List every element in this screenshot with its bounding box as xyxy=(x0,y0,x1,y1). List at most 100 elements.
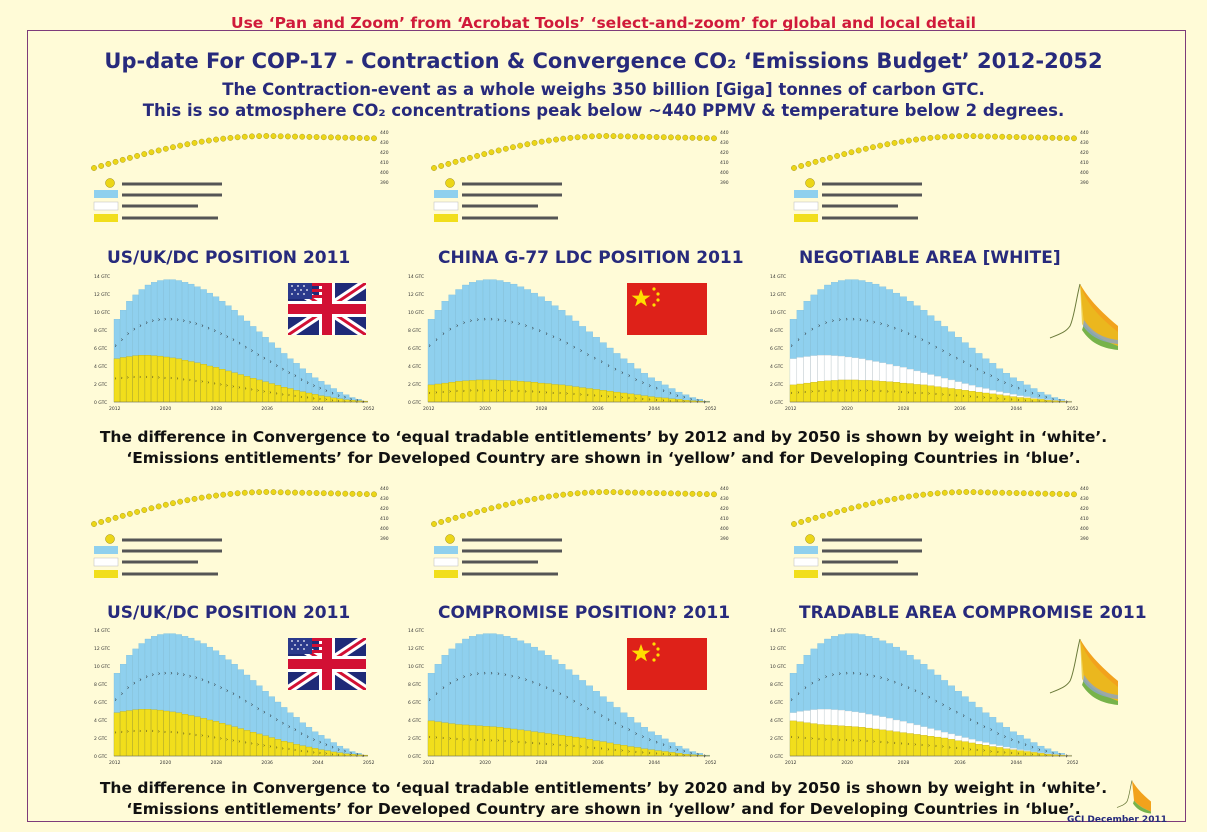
convergence-marker: › xyxy=(245,740,247,746)
convergence-marker: › xyxy=(319,397,321,403)
convergence-marker: › xyxy=(859,316,861,323)
convergence-marker: › xyxy=(313,750,315,756)
us-uk-flag-icon xyxy=(288,638,366,690)
convergence-marker: › xyxy=(121,691,123,698)
convergence-marker: › xyxy=(319,751,321,757)
concentration-dot xyxy=(263,133,270,139)
convergence-marker: › xyxy=(997,749,999,755)
contraction-convergence-graph-icon xyxy=(1049,283,1118,350)
convergence-marker: › xyxy=(811,680,813,687)
concentration-dot xyxy=(198,138,205,145)
convergence-marker: › xyxy=(669,390,671,397)
concentration-dot xyxy=(934,134,941,141)
convergence-marker: › xyxy=(214,735,216,741)
concentration-panel-1: 440 430 420 410 400 390 xyxy=(91,130,389,222)
concentration-dot xyxy=(646,133,653,140)
y-tick-label: 14 GTC xyxy=(94,628,110,634)
y-tick-label: 14 GTC xyxy=(408,274,424,280)
convergence-marker: › xyxy=(621,724,623,731)
convergence-marker: › xyxy=(201,379,203,385)
convergence-marker: › xyxy=(226,334,228,341)
concentration-dot xyxy=(639,133,646,140)
x-tick-label: 2036 xyxy=(261,760,273,766)
convergence-marker: › xyxy=(307,395,309,401)
convergence-marker: › xyxy=(942,702,944,709)
concentration-tick-label: 400 xyxy=(720,526,729,532)
convergence-marker: › xyxy=(456,677,458,684)
convergence-marker: › xyxy=(245,698,247,705)
convergence-marker: › xyxy=(504,739,506,745)
concentration-dot xyxy=(581,489,588,496)
concentration-dot xyxy=(141,507,148,513)
concentration-dot xyxy=(148,149,155,156)
concentration-dot xyxy=(999,489,1006,496)
legend-white-swatch xyxy=(93,201,119,211)
convergence-marker: › xyxy=(1038,746,1040,753)
concentration-dot xyxy=(855,503,862,510)
convergence-marker: › xyxy=(276,716,278,723)
convergence-marker: › xyxy=(435,390,437,396)
convergence-marker: › xyxy=(552,390,554,396)
convergence-marker: › xyxy=(852,670,854,677)
convergence-marker: › xyxy=(791,391,793,397)
concentration-dot xyxy=(791,521,797,527)
convergence-marker: › xyxy=(133,680,135,687)
convergence-marker: › xyxy=(331,752,333,758)
concentration-dot xyxy=(963,489,970,495)
convergence-marker: › xyxy=(152,375,154,381)
convergence-marker: › xyxy=(158,316,160,323)
convergence-marker: › xyxy=(976,395,978,401)
concentration-dot xyxy=(560,135,567,142)
convergence-marker: › xyxy=(115,730,117,736)
legend-white-swatch xyxy=(433,557,459,567)
convergence-marker: › xyxy=(552,688,554,695)
convergence-marker: › xyxy=(1052,750,1054,757)
concentration-dot xyxy=(1063,135,1070,142)
convergence-marker: › xyxy=(504,388,506,394)
convergence-marker: › xyxy=(566,694,568,701)
convergence-marker: › xyxy=(552,334,554,341)
convergence-marker: › xyxy=(325,387,327,394)
legend-label-bar xyxy=(122,560,198,564)
convergence-marker: › xyxy=(442,330,444,337)
legend-label-bar xyxy=(462,216,558,220)
convergence-marker: › xyxy=(152,318,154,325)
concentration-tick-label: 420 xyxy=(720,150,729,156)
y-tick-label: 2 GTC xyxy=(770,736,783,742)
convergence-marker: › xyxy=(907,684,909,691)
convergence-marker: › xyxy=(139,677,141,684)
concentration-dot xyxy=(949,133,955,140)
convergence-marker: › xyxy=(804,390,806,396)
convergence-marker: › xyxy=(655,751,657,757)
convergence-marker: › xyxy=(189,673,191,680)
concentration-dot xyxy=(524,497,531,504)
convergence-marker: › xyxy=(545,330,547,337)
concentration-dot xyxy=(510,144,516,151)
concentration-panel-4: 440 430 420 410 400 390 xyxy=(91,486,389,578)
concentration-dot xyxy=(105,160,112,167)
convergence-marker: › xyxy=(614,395,616,401)
concentration-dot xyxy=(668,134,674,141)
convergence-marker: › xyxy=(226,383,228,389)
convergence-marker: › xyxy=(294,394,296,400)
convergence-marker: › xyxy=(690,396,692,403)
convergence-marker: › xyxy=(969,747,971,753)
concentration-dot xyxy=(941,133,948,140)
convergence-marker: › xyxy=(880,675,882,682)
convergence-marker: › xyxy=(983,748,985,754)
convergence-marker: › xyxy=(676,392,678,399)
convergence-marker: › xyxy=(928,694,930,701)
convergence-marker: › xyxy=(307,733,309,740)
convergence-marker: › xyxy=(201,677,203,684)
y-tick-label: 6 GTC xyxy=(408,700,421,706)
concentration-dot xyxy=(342,134,349,141)
concentration-dot xyxy=(884,141,891,148)
concentration-dot xyxy=(191,495,198,502)
concentration-dot xyxy=(689,134,696,141)
concentration-tick-label: 390 xyxy=(1080,536,1089,542)
concentration-tick-label: 430 xyxy=(380,140,389,146)
convergence-marker: › xyxy=(846,670,848,677)
concentration-tick-label: 420 xyxy=(380,506,389,512)
y-tick-label: 2 GTC xyxy=(408,382,421,388)
concentration-dot xyxy=(984,489,991,496)
